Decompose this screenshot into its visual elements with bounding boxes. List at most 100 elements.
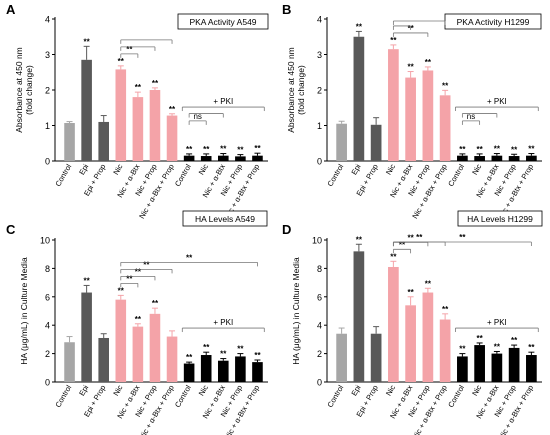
y-tick-label: 2 xyxy=(317,349,322,359)
significance-marker: ** xyxy=(528,343,535,352)
panel-letter: B xyxy=(282,2,291,17)
category-label: Nic xyxy=(470,162,483,176)
bar xyxy=(388,49,399,161)
y-axis-label: Absorbance at 450 nm(fold change) xyxy=(14,47,34,133)
y-tick-label: 0 xyxy=(317,157,322,167)
y-axis-label: Absorbance at 450 nm(fold change) xyxy=(286,47,306,133)
bar xyxy=(508,347,520,382)
bar xyxy=(457,155,468,161)
y-tick-label: 1 xyxy=(45,121,50,131)
y-tick-label: 8 xyxy=(45,264,50,274)
y-tick-label: 6 xyxy=(317,292,322,302)
category-label: Nic xyxy=(470,383,483,397)
y-tick-label: 3 xyxy=(317,50,322,60)
significance-marker: ** xyxy=(84,37,91,46)
comparison-label: ** xyxy=(126,274,133,283)
significance-marker: ** xyxy=(237,345,244,354)
comparison-label: ns xyxy=(467,112,475,121)
category-label: Nic xyxy=(384,162,397,176)
bar xyxy=(200,156,212,161)
category-label: Control xyxy=(53,383,73,409)
bar xyxy=(149,90,161,161)
y-tick-label: 10 xyxy=(40,236,50,246)
panel-c: C 0 2 4 6 8 10 HA (μg/mL) in Culture Media HA Le… xyxy=(6,210,268,435)
significance-marker: ** xyxy=(254,144,261,153)
title-box xyxy=(182,210,268,227)
bar xyxy=(474,345,485,382)
bar xyxy=(64,123,75,161)
chart-title: PKA Activity H1299 xyxy=(457,17,530,27)
y-tick-label: 4 xyxy=(317,321,322,331)
y-axis-label: HA (μg/mL) in Culture Media xyxy=(19,257,29,365)
bar xyxy=(370,124,382,161)
y-axis-label-line: HA (μg/mL) in Culture Media xyxy=(19,257,29,365)
significance-marker: ** xyxy=(408,63,415,72)
bar xyxy=(149,313,161,382)
panel-d: D 0 2 4 6 8 10 HA (μg/mL) in Culture Media HA Le… xyxy=(282,210,543,435)
y-tick-label: 4 xyxy=(45,321,50,331)
significance-marker: ** xyxy=(254,351,261,360)
bar xyxy=(183,363,195,382)
bar xyxy=(252,155,263,161)
category-label: Nic xyxy=(111,162,124,176)
chart-title: PKA Activity A549 xyxy=(189,17,256,27)
y-tick-label: 0 xyxy=(317,378,322,388)
significance-marker: ** xyxy=(118,286,125,295)
significance-marker: ** xyxy=(135,315,142,324)
panel-a: A 0 1 2 3 4 Absorbance at 450 nm(fold change) P… xyxy=(6,2,269,220)
significance-marker: ** xyxy=(494,145,501,154)
category-label: Control xyxy=(173,383,193,409)
bar xyxy=(235,356,246,382)
significance-marker: ** xyxy=(408,288,415,297)
y-tick-label: 0 xyxy=(45,378,50,388)
comparison-label: ** xyxy=(186,253,193,262)
bar xyxy=(388,266,399,382)
category-label: Control xyxy=(173,162,193,188)
category-label: Control xyxy=(446,162,466,188)
group-label: + PKI xyxy=(213,318,233,327)
comparison-label: ** xyxy=(143,260,150,269)
y-tick-label: 2 xyxy=(45,86,50,96)
bar xyxy=(370,333,382,382)
bar xyxy=(439,95,451,161)
comparison-label: ** xyxy=(459,233,466,242)
bar xyxy=(217,360,229,382)
bar xyxy=(405,77,416,161)
category-label: Control xyxy=(53,162,73,188)
significance-marker: ** xyxy=(220,350,227,359)
y-tick-label: 0 xyxy=(45,157,50,167)
chart-title: HA Levels H1299 xyxy=(467,214,533,224)
significance-marker: ** xyxy=(425,279,432,288)
significance-marker: ** xyxy=(84,276,91,285)
chart-title: HA Levels A549 xyxy=(195,214,255,224)
significance-marker: ** xyxy=(203,343,210,352)
significance-marker: ** xyxy=(390,36,397,45)
comparison-label: ** xyxy=(135,267,142,276)
bar xyxy=(508,156,520,161)
bar xyxy=(235,156,246,161)
bar xyxy=(115,299,127,382)
comparison-label: ** xyxy=(126,45,133,54)
comparison-label: ** xyxy=(399,240,406,249)
y-tick-label: 4 xyxy=(45,15,50,25)
bar xyxy=(64,342,75,382)
bar xyxy=(98,121,110,161)
y-axis-label-line: (fold change) xyxy=(296,65,306,115)
significance-marker: ** xyxy=(356,22,363,31)
category-label: Epi xyxy=(349,162,362,176)
title-box xyxy=(457,210,543,227)
bar xyxy=(439,319,451,382)
significance-marker: ** xyxy=(459,145,466,154)
bar xyxy=(422,292,434,382)
y-axis-label-line: Absorbance at 450 nm xyxy=(14,47,24,133)
significance-marker: ** xyxy=(152,79,159,88)
bar xyxy=(353,251,365,382)
category-label: Nic xyxy=(111,383,124,397)
bar xyxy=(98,337,110,382)
comparison-label: ** xyxy=(416,233,423,242)
significance-marker: ** xyxy=(390,252,397,261)
bar xyxy=(526,355,537,382)
category-label: Nic xyxy=(197,383,210,397)
bar xyxy=(132,97,144,161)
group-label: + PKI xyxy=(213,97,233,106)
